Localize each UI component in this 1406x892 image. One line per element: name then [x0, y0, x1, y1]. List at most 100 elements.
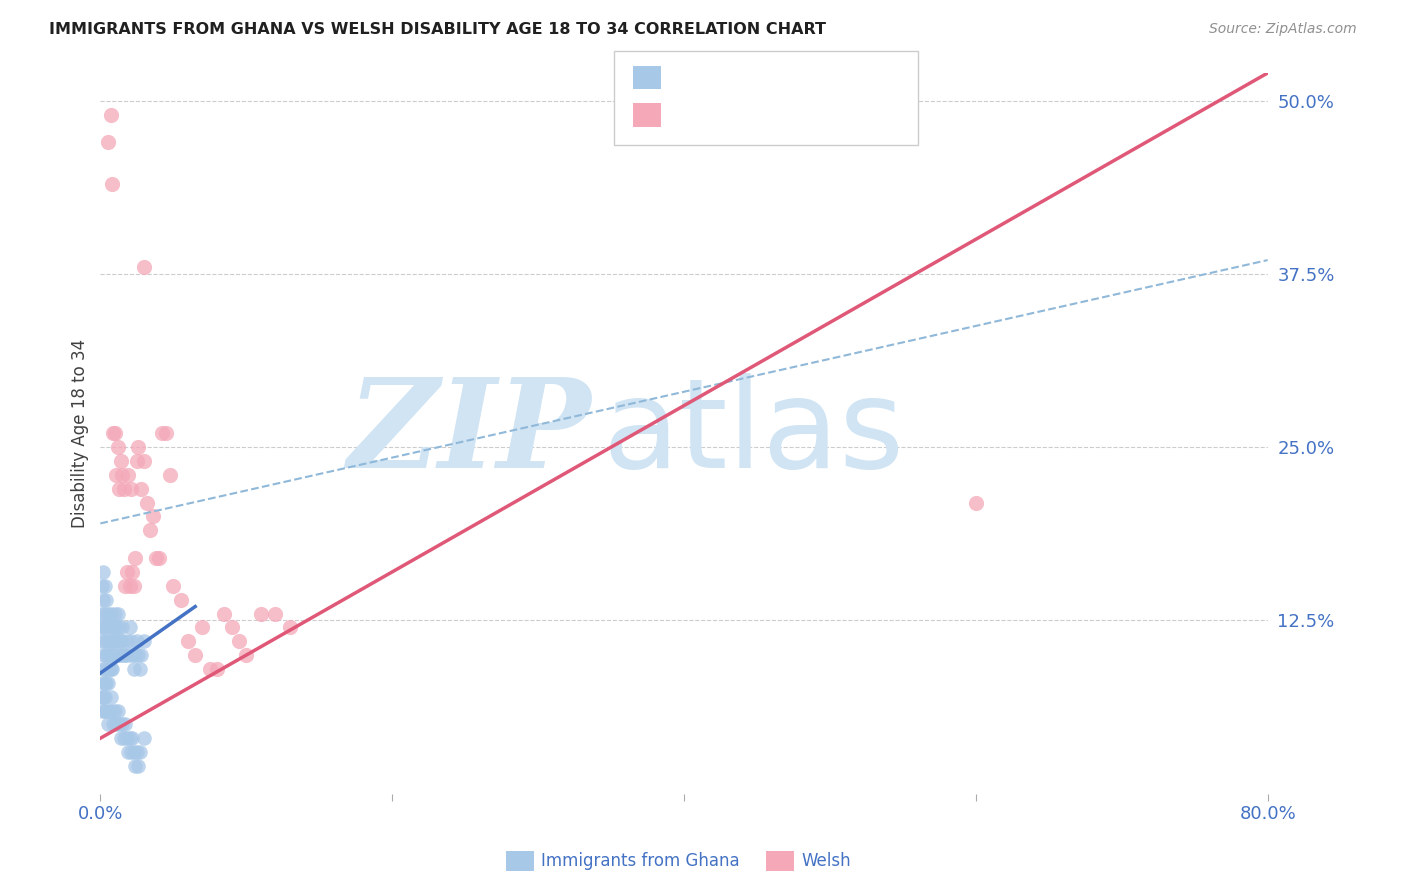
Point — [142, 509, 165, 524]
Point — [104, 620, 127, 634]
Text: 91: 91 — [804, 69, 828, 87]
Point — [93, 704, 115, 718]
Point — [93, 690, 115, 704]
Point — [128, 662, 150, 676]
Point — [96, 704, 118, 718]
Point — [97, 717, 120, 731]
Point — [127, 759, 149, 773]
Point — [90, 704, 112, 718]
Point — [134, 260, 156, 274]
Point — [101, 620, 124, 634]
Point — [110, 648, 132, 662]
Point — [98, 620, 121, 634]
Point — [124, 648, 146, 662]
Y-axis label: Disability Age 18 to 34: Disability Age 18 to 34 — [72, 339, 89, 528]
Point — [122, 745, 145, 759]
Text: Immigrants from Ghana: Immigrants from Ghana — [541, 852, 740, 870]
Text: Source: ZipAtlas.com: Source: ZipAtlas.com — [1209, 22, 1357, 37]
Point — [93, 634, 115, 648]
Point — [221, 620, 243, 634]
Point — [111, 717, 134, 731]
Point — [214, 607, 236, 621]
Text: N =: N = — [769, 106, 808, 124]
Point — [107, 440, 129, 454]
Point — [117, 648, 139, 662]
Point — [93, 607, 115, 621]
Point — [108, 717, 131, 731]
Point — [96, 648, 118, 662]
Point — [198, 662, 221, 676]
Point — [177, 634, 200, 648]
Point — [101, 704, 124, 718]
Point — [148, 551, 170, 566]
Point — [91, 675, 114, 690]
Point — [134, 731, 156, 746]
Point — [103, 426, 125, 441]
Point — [104, 648, 127, 662]
Point — [91, 565, 114, 579]
Point — [97, 607, 120, 621]
Point — [121, 648, 143, 662]
Point — [965, 495, 987, 509]
Point — [120, 745, 142, 759]
Point — [91, 648, 114, 662]
Point — [111, 634, 134, 648]
Point — [110, 634, 132, 648]
Point — [108, 620, 131, 634]
Point — [127, 648, 149, 662]
Point — [120, 482, 142, 496]
Point — [129, 482, 152, 496]
Point — [155, 426, 177, 441]
Point — [139, 524, 162, 538]
Point — [96, 620, 118, 634]
Point — [96, 675, 118, 690]
Point — [107, 634, 129, 648]
Point — [110, 731, 132, 746]
Point — [124, 551, 146, 566]
Point — [103, 634, 125, 648]
Point — [111, 467, 134, 482]
Text: atlas: atlas — [602, 373, 904, 494]
Text: ZIP: ZIP — [347, 373, 591, 494]
Point — [112, 731, 135, 746]
Point — [108, 648, 131, 662]
Point — [278, 620, 301, 634]
Point — [114, 579, 136, 593]
Text: N =: N = — [769, 69, 808, 87]
Text: 0.543: 0.543 — [707, 106, 762, 124]
Text: IMMIGRANTS FROM GHANA VS WELSH DISABILITY AGE 18 TO 34 CORRELATION CHART: IMMIGRANTS FROM GHANA VS WELSH DISABILIT… — [49, 22, 827, 37]
Point — [110, 454, 132, 468]
Point — [104, 426, 127, 441]
Point — [112, 648, 135, 662]
Point — [101, 662, 124, 676]
Text: Welsh: Welsh — [801, 852, 851, 870]
Point — [105, 717, 128, 731]
Point — [98, 648, 121, 662]
Point — [112, 482, 135, 496]
Point — [91, 620, 114, 634]
Point — [97, 136, 120, 150]
Point — [90, 579, 112, 593]
Point — [159, 467, 181, 482]
Point — [101, 634, 124, 648]
Point — [118, 579, 141, 593]
Point — [122, 579, 145, 593]
Point — [98, 704, 121, 718]
Point — [169, 592, 191, 607]
Point — [162, 579, 184, 593]
Point — [105, 634, 128, 648]
Point — [125, 634, 148, 648]
Point — [120, 634, 142, 648]
Point — [104, 607, 127, 621]
Point — [118, 620, 141, 634]
Point — [96, 592, 118, 607]
Point — [250, 607, 273, 621]
Point — [134, 454, 156, 468]
Point — [111, 620, 134, 634]
Point — [122, 662, 145, 676]
Point — [93, 662, 115, 676]
Point — [136, 495, 159, 509]
Point — [108, 482, 131, 496]
Point — [228, 634, 250, 648]
Point — [150, 426, 173, 441]
